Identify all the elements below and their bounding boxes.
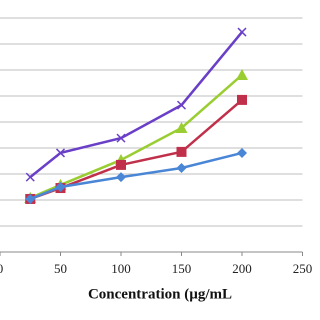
- marker: [175, 121, 188, 133]
- x-axis-title: Concentration (µg/mL: [88, 286, 232, 302]
- marker: [116, 172, 126, 183]
- series-line: [29, 74, 243, 200]
- marker: [116, 133, 126, 143]
- marker: [116, 159, 126, 170]
- marker: [176, 146, 187, 157]
- marker: [176, 100, 187, 110]
- x-tick-label: 0: [0, 261, 3, 276]
- marker: [237, 27, 247, 37]
- marker-stroke: [25, 172, 35, 182]
- marker: [176, 163, 187, 174]
- x-tick-label: 50: [54, 261, 67, 276]
- marker-stroke: [237, 27, 247, 37]
- x-tick-label: 100: [111, 261, 131, 276]
- marker: [55, 182, 66, 192]
- x-tick-label: 250: [293, 261, 313, 276]
- x-tick-label: 200: [232, 261, 252, 276]
- marker-stroke: [116, 133, 126, 143]
- x-tick-label: 150: [172, 261, 192, 276]
- marker: [25, 172, 35, 182]
- marker: [237, 94, 247, 105]
- marker: [25, 193, 36, 204]
- marker: [55, 148, 66, 158]
- marker-stroke: [55, 148, 66, 158]
- marker-stroke: [176, 100, 187, 110]
- marker: [236, 68, 248, 80]
- marker: [237, 147, 247, 158]
